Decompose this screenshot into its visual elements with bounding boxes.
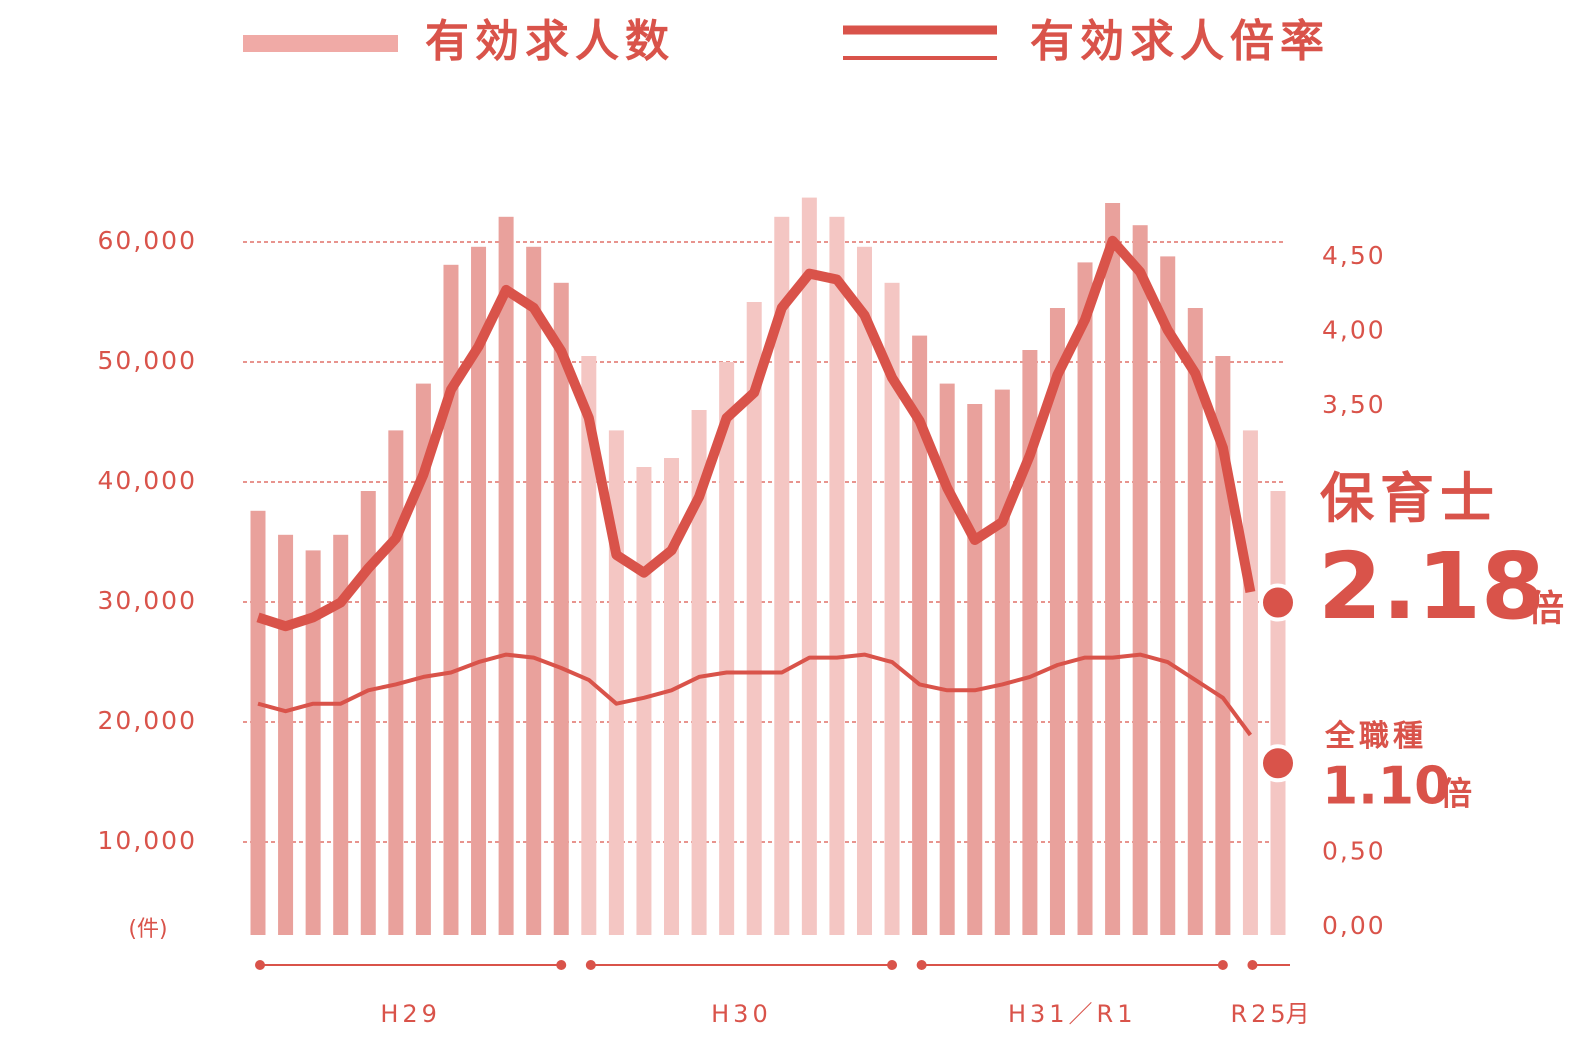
bar bbox=[250, 510, 266, 935]
y2-tick-label: 0,50 bbox=[1322, 837, 1386, 866]
end-dot bbox=[1259, 744, 1297, 783]
value-label: 1.10 bbox=[1322, 756, 1450, 816]
y-unit: (件) bbox=[128, 917, 167, 942]
bar bbox=[1132, 225, 1148, 935]
bar bbox=[994, 389, 1010, 936]
bar bbox=[967, 404, 983, 935]
bar bbox=[415, 383, 431, 936]
period-label: H30 bbox=[711, 1000, 772, 1028]
period-dot bbox=[916, 960, 927, 970]
period-dot bbox=[887, 960, 898, 970]
bar bbox=[1215, 356, 1231, 935]
period-dot bbox=[255, 960, 265, 970]
bar bbox=[1077, 262, 1093, 935]
end-dot bbox=[1259, 583, 1297, 622]
bar bbox=[1105, 203, 1121, 935]
value-label: 2.18 bbox=[1318, 533, 1545, 640]
y2-tick-label: 4,00 bbox=[1322, 316, 1386, 345]
period-label: H29 bbox=[380, 1000, 441, 1028]
bar bbox=[801, 197, 817, 936]
bar bbox=[912, 335, 928, 936]
bar bbox=[719, 362, 735, 935]
y-tick-label: 40,000 bbox=[98, 466, 197, 495]
y2-tick-label: 4,50 bbox=[1322, 241, 1386, 270]
bar bbox=[691, 410, 707, 935]
bar bbox=[278, 534, 294, 935]
unit-label: 倍 bbox=[1528, 589, 1564, 630]
bar bbox=[333, 534, 349, 935]
bar bbox=[636, 467, 652, 935]
legend-line: 有効求人倍率 bbox=[1030, 16, 1330, 67]
bar bbox=[774, 216, 790, 936]
period-dot bbox=[1247, 960, 1258, 970]
bar bbox=[553, 282, 569, 935]
bar bbox=[746, 302, 762, 935]
y-tick-label: 60,000 bbox=[98, 226, 197, 255]
bar bbox=[498, 216, 514, 936]
period-dot bbox=[585, 960, 596, 970]
ratio-line bbox=[257, 652, 1253, 737]
ratio-line bbox=[256, 235, 1256, 632]
legend-swatch-bar bbox=[243, 35, 398, 52]
bar bbox=[664, 458, 680, 935]
period-dot bbox=[556, 960, 567, 970]
y2-tick-label: 0,00 bbox=[1322, 911, 1386, 940]
y-tick-label: 50,000 bbox=[98, 346, 197, 375]
bar bbox=[1022, 350, 1038, 935]
y2-tick-label: 3,50 bbox=[1322, 390, 1386, 419]
unit-label: 倍 bbox=[1440, 774, 1472, 812]
period-label: H31／R1 bbox=[1008, 1000, 1137, 1028]
bar bbox=[884, 282, 900, 935]
bar bbox=[471, 246, 487, 936]
month-label: 5月 bbox=[1270, 1000, 1309, 1028]
bar bbox=[856, 246, 872, 936]
bar bbox=[1160, 256, 1176, 935]
bar bbox=[939, 383, 955, 936]
bar bbox=[1049, 308, 1065, 935]
legend-bar: 有効求人数 bbox=[425, 16, 675, 67]
bar bbox=[1242, 430, 1258, 935]
bar bbox=[581, 356, 597, 935]
bar bbox=[305, 550, 321, 935]
bar bbox=[526, 246, 542, 936]
series-name: 保育士 bbox=[1320, 467, 1500, 530]
bar bbox=[829, 216, 845, 936]
period-dot bbox=[1217, 960, 1228, 970]
y-tick-label: 20,000 bbox=[98, 706, 197, 735]
bar bbox=[360, 491, 376, 935]
y-tick-label: 30,000 bbox=[98, 586, 197, 615]
period-label: R2 bbox=[1230, 1000, 1270, 1028]
bar bbox=[1270, 491, 1286, 935]
series-name: 全職種 bbox=[1324, 719, 1427, 754]
bar bbox=[443, 264, 459, 935]
y-tick-label: 10,000 bbox=[98, 826, 197, 855]
bar bbox=[1187, 308, 1203, 935]
